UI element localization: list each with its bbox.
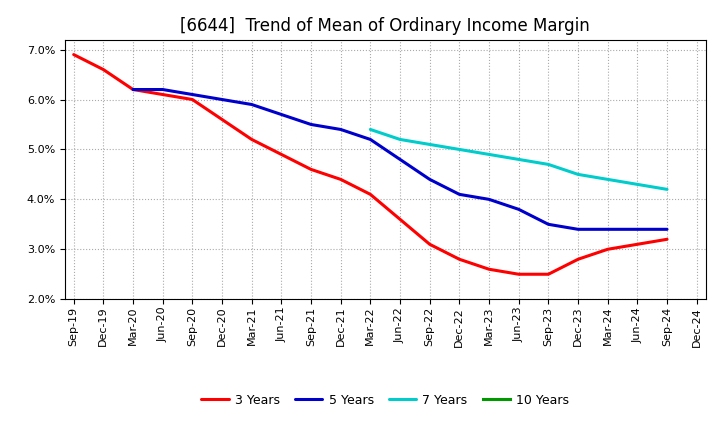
3 Years	[633, 242, 642, 247]
3 Years	[603, 247, 612, 252]
7 Years	[662, 187, 671, 192]
3 Years	[248, 137, 256, 142]
3 Years	[129, 87, 138, 92]
3 Years	[99, 67, 108, 72]
5 Years	[277, 112, 286, 117]
3 Years	[396, 216, 405, 222]
5 Years	[662, 227, 671, 232]
7 Years	[574, 172, 582, 177]
5 Years	[485, 197, 493, 202]
3 Years	[485, 267, 493, 272]
7 Years	[366, 127, 374, 132]
7 Years	[455, 147, 464, 152]
7 Years	[514, 157, 523, 162]
Line: 5 Years: 5 Years	[133, 89, 667, 229]
7 Years	[485, 152, 493, 157]
3 Years	[69, 52, 78, 57]
5 Years	[514, 207, 523, 212]
3 Years	[574, 257, 582, 262]
5 Years	[248, 102, 256, 107]
7 Years	[396, 137, 405, 142]
7 Years	[633, 182, 642, 187]
3 Years	[158, 92, 167, 97]
5 Years	[426, 177, 434, 182]
3 Years	[188, 97, 197, 102]
5 Years	[455, 192, 464, 197]
Legend: 3 Years, 5 Years, 7 Years, 10 Years: 3 Years, 5 Years, 7 Years, 10 Years	[196, 389, 575, 411]
3 Years	[217, 117, 226, 122]
3 Years	[426, 242, 434, 247]
5 Years	[396, 157, 405, 162]
5 Years	[158, 87, 167, 92]
5 Years	[544, 222, 553, 227]
7 Years	[426, 142, 434, 147]
7 Years	[544, 162, 553, 167]
3 Years	[336, 177, 345, 182]
5 Years	[307, 122, 315, 127]
3 Years	[514, 271, 523, 277]
3 Years	[307, 167, 315, 172]
3 Years	[662, 237, 671, 242]
5 Years	[336, 127, 345, 132]
5 Years	[633, 227, 642, 232]
3 Years	[455, 257, 464, 262]
5 Years	[217, 97, 226, 102]
5 Years	[574, 227, 582, 232]
5 Years	[188, 92, 197, 97]
7 Years	[603, 177, 612, 182]
Line: 7 Years: 7 Years	[370, 129, 667, 189]
3 Years	[366, 192, 374, 197]
3 Years	[277, 152, 286, 157]
5 Years	[603, 227, 612, 232]
5 Years	[366, 137, 374, 142]
Line: 3 Years: 3 Years	[73, 55, 667, 274]
3 Years	[544, 271, 553, 277]
Title: [6644]  Trend of Mean of Ordinary Income Margin: [6644] Trend of Mean of Ordinary Income …	[180, 17, 590, 35]
5 Years	[129, 87, 138, 92]
